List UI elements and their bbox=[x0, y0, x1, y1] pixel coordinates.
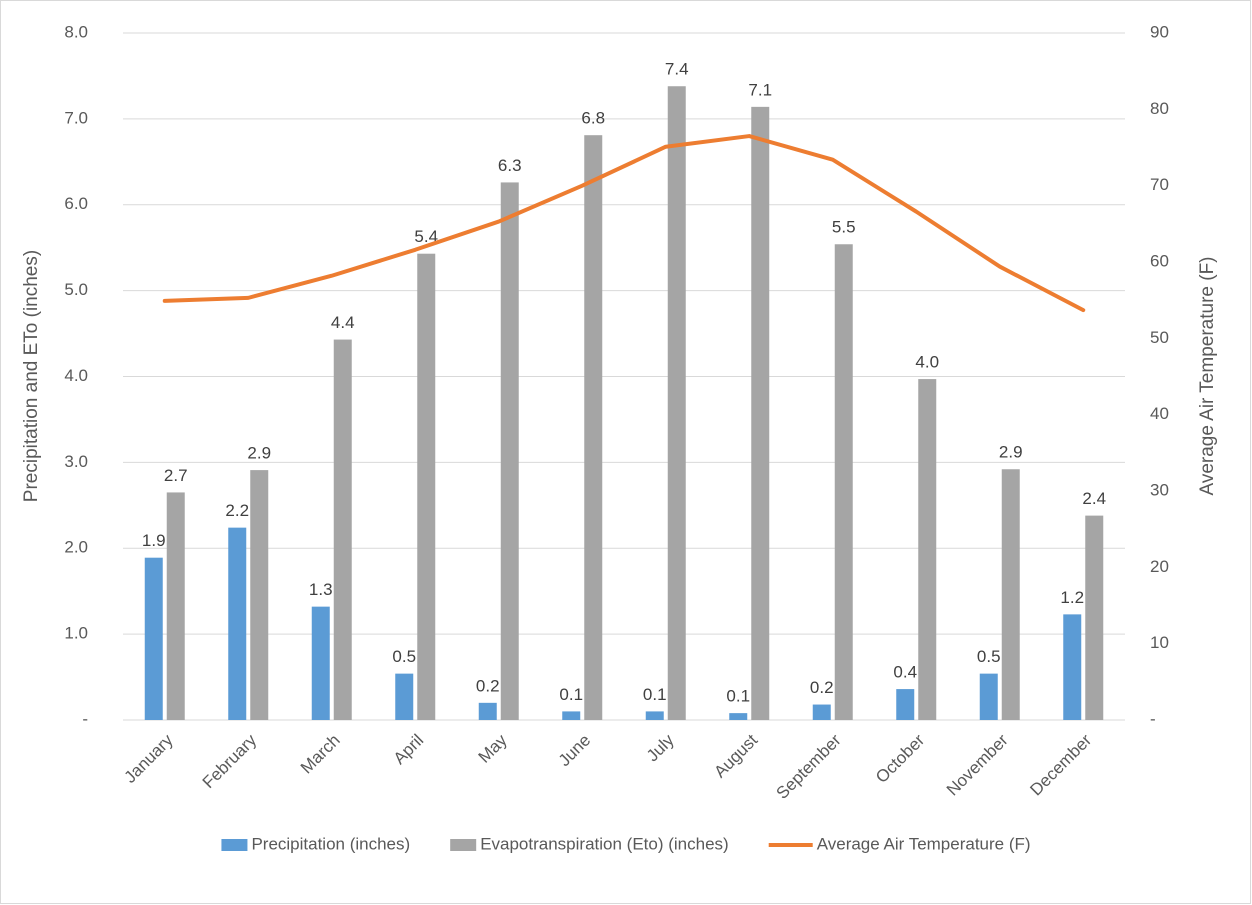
legend-label: Precipitation (inches) bbox=[251, 834, 410, 853]
value-label: 0.2 bbox=[810, 678, 834, 697]
value-label: 2.7 bbox=[164, 466, 188, 485]
y-tick-label: 5.0 bbox=[64, 280, 88, 299]
bar bbox=[667, 86, 686, 721]
y2-tick-label: - bbox=[1150, 709, 1156, 728]
value-label: 2.2 bbox=[225, 501, 249, 520]
bar bbox=[562, 711, 581, 720]
value-label: 7.4 bbox=[665, 60, 689, 79]
y2-tick-label: 20 bbox=[1150, 557, 1169, 576]
bar bbox=[751, 106, 770, 721]
y-tick-label: 4.0 bbox=[64, 366, 88, 385]
value-label: 0.1 bbox=[726, 687, 750, 706]
y2-tick-label: 10 bbox=[1150, 633, 1169, 652]
value-label: 7.1 bbox=[748, 80, 772, 99]
y2-tick-label: 30 bbox=[1150, 480, 1169, 499]
value-label: 2.9 bbox=[999, 443, 1023, 462]
value-label: 5.4 bbox=[414, 227, 438, 246]
line bbox=[162, 134, 1086, 313]
value-label: 4.4 bbox=[331, 313, 355, 332]
bar bbox=[979, 673, 998, 720]
bar bbox=[729, 713, 748, 720]
value-label: 6.8 bbox=[581, 109, 605, 128]
legend-label: Evapotranspiration (Eto) (inches) bbox=[480, 834, 729, 853]
bar bbox=[1085, 515, 1104, 720]
bar bbox=[584, 135, 603, 720]
bar bbox=[1001, 469, 1020, 720]
value-label: 0.1 bbox=[559, 685, 583, 704]
bar bbox=[144, 557, 163, 720]
y2-axis-title: Average Air Temperature (F) bbox=[1197, 256, 1218, 495]
value-label: 0.5 bbox=[977, 647, 1001, 666]
y2-tick-label: 70 bbox=[1150, 175, 1169, 194]
y2-tick-label: 60 bbox=[1150, 251, 1169, 270]
value-label: 4.0 bbox=[915, 353, 939, 372]
legend-label: Average Air Temperature (F) bbox=[817, 834, 1031, 853]
bar bbox=[395, 673, 414, 720]
value-label: 1.3 bbox=[309, 580, 333, 599]
bar bbox=[834, 244, 853, 720]
bar bbox=[478, 702, 497, 720]
value-label: 1.9 bbox=[142, 531, 166, 550]
bar bbox=[812, 704, 831, 720]
y-tick-label: 7.0 bbox=[64, 108, 88, 127]
value-label: 0.2 bbox=[476, 676, 500, 695]
bar bbox=[166, 492, 185, 720]
y-tick-label: 2.0 bbox=[64, 538, 88, 557]
y-tick-label: 8.0 bbox=[64, 22, 88, 41]
bar bbox=[645, 711, 664, 720]
value-label: 2.9 bbox=[247, 444, 271, 463]
value-label: 0.4 bbox=[893, 663, 917, 682]
value-label: 1.2 bbox=[1060, 588, 1084, 607]
value-label: 2.4 bbox=[1082, 489, 1106, 508]
y-tick-label: - bbox=[82, 709, 88, 728]
legend-swatch bbox=[221, 839, 248, 851]
bar bbox=[500, 182, 519, 721]
bar bbox=[918, 379, 937, 720]
bar bbox=[1063, 614, 1082, 720]
y-tick-label: 1.0 bbox=[64, 624, 88, 643]
bar bbox=[333, 339, 352, 720]
y2-tick-label: 50 bbox=[1150, 328, 1169, 347]
bar bbox=[228, 527, 247, 720]
y2-tick-label: 80 bbox=[1150, 99, 1169, 118]
legend-swatch bbox=[450, 839, 477, 851]
y-tick-label: 6.0 bbox=[64, 194, 88, 213]
bar bbox=[417, 253, 436, 721]
value-label: 0.1 bbox=[643, 685, 667, 704]
bar bbox=[250, 470, 269, 720]
bar bbox=[896, 689, 915, 720]
y-axis-title: Precipitation and ETo (inches) bbox=[21, 250, 42, 502]
value-label: 0.5 bbox=[392, 647, 416, 666]
y-tick-label: 3.0 bbox=[64, 452, 88, 471]
value-label: 6.3 bbox=[498, 156, 522, 175]
y2-tick-label: 90 bbox=[1150, 22, 1169, 41]
bar bbox=[311, 606, 330, 720]
value-label: 5.5 bbox=[832, 218, 856, 237]
y2-tick-label: 40 bbox=[1150, 404, 1169, 423]
